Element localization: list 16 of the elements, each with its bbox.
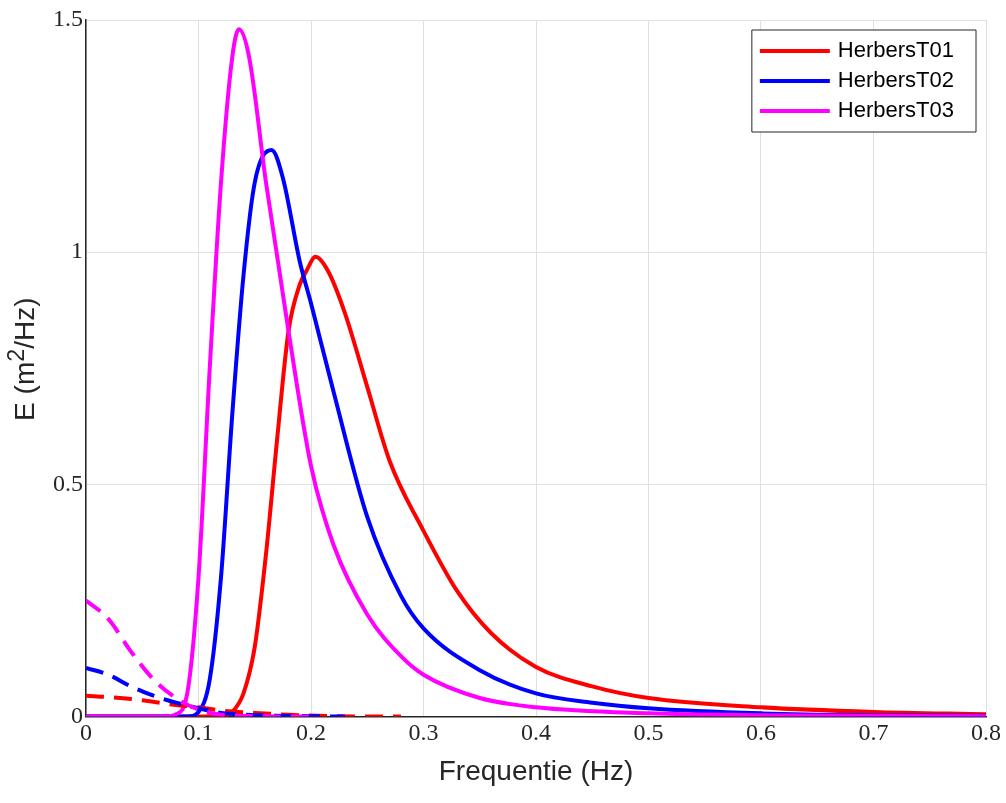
x-tick-label: 0.3 xyxy=(408,719,439,746)
legend-label: HerbersT03 xyxy=(837,97,954,123)
x-tick-label: 0.6 xyxy=(746,719,776,746)
y-tick-label: 1 xyxy=(71,237,83,264)
x-tick-label: 0.7 xyxy=(858,719,889,746)
y-tick-label: 1.5 xyxy=(53,5,83,32)
y-tick-label: 0 xyxy=(71,701,83,728)
legend-label: HerbersT01 xyxy=(837,37,954,63)
y-tick-label: 0.5 xyxy=(53,469,83,496)
x-tick-label: 0.2 xyxy=(296,719,326,746)
x-tick-label: 0.1 xyxy=(183,719,214,746)
legend-label: HerbersT02 xyxy=(837,67,954,93)
x-tick-label: 0.8 xyxy=(971,719,1001,746)
x-tick-label: 0.5 xyxy=(633,719,664,746)
x-tick-label: 0.4 xyxy=(521,719,551,746)
x-axis-title: Frequentie (Hz) xyxy=(438,754,634,786)
